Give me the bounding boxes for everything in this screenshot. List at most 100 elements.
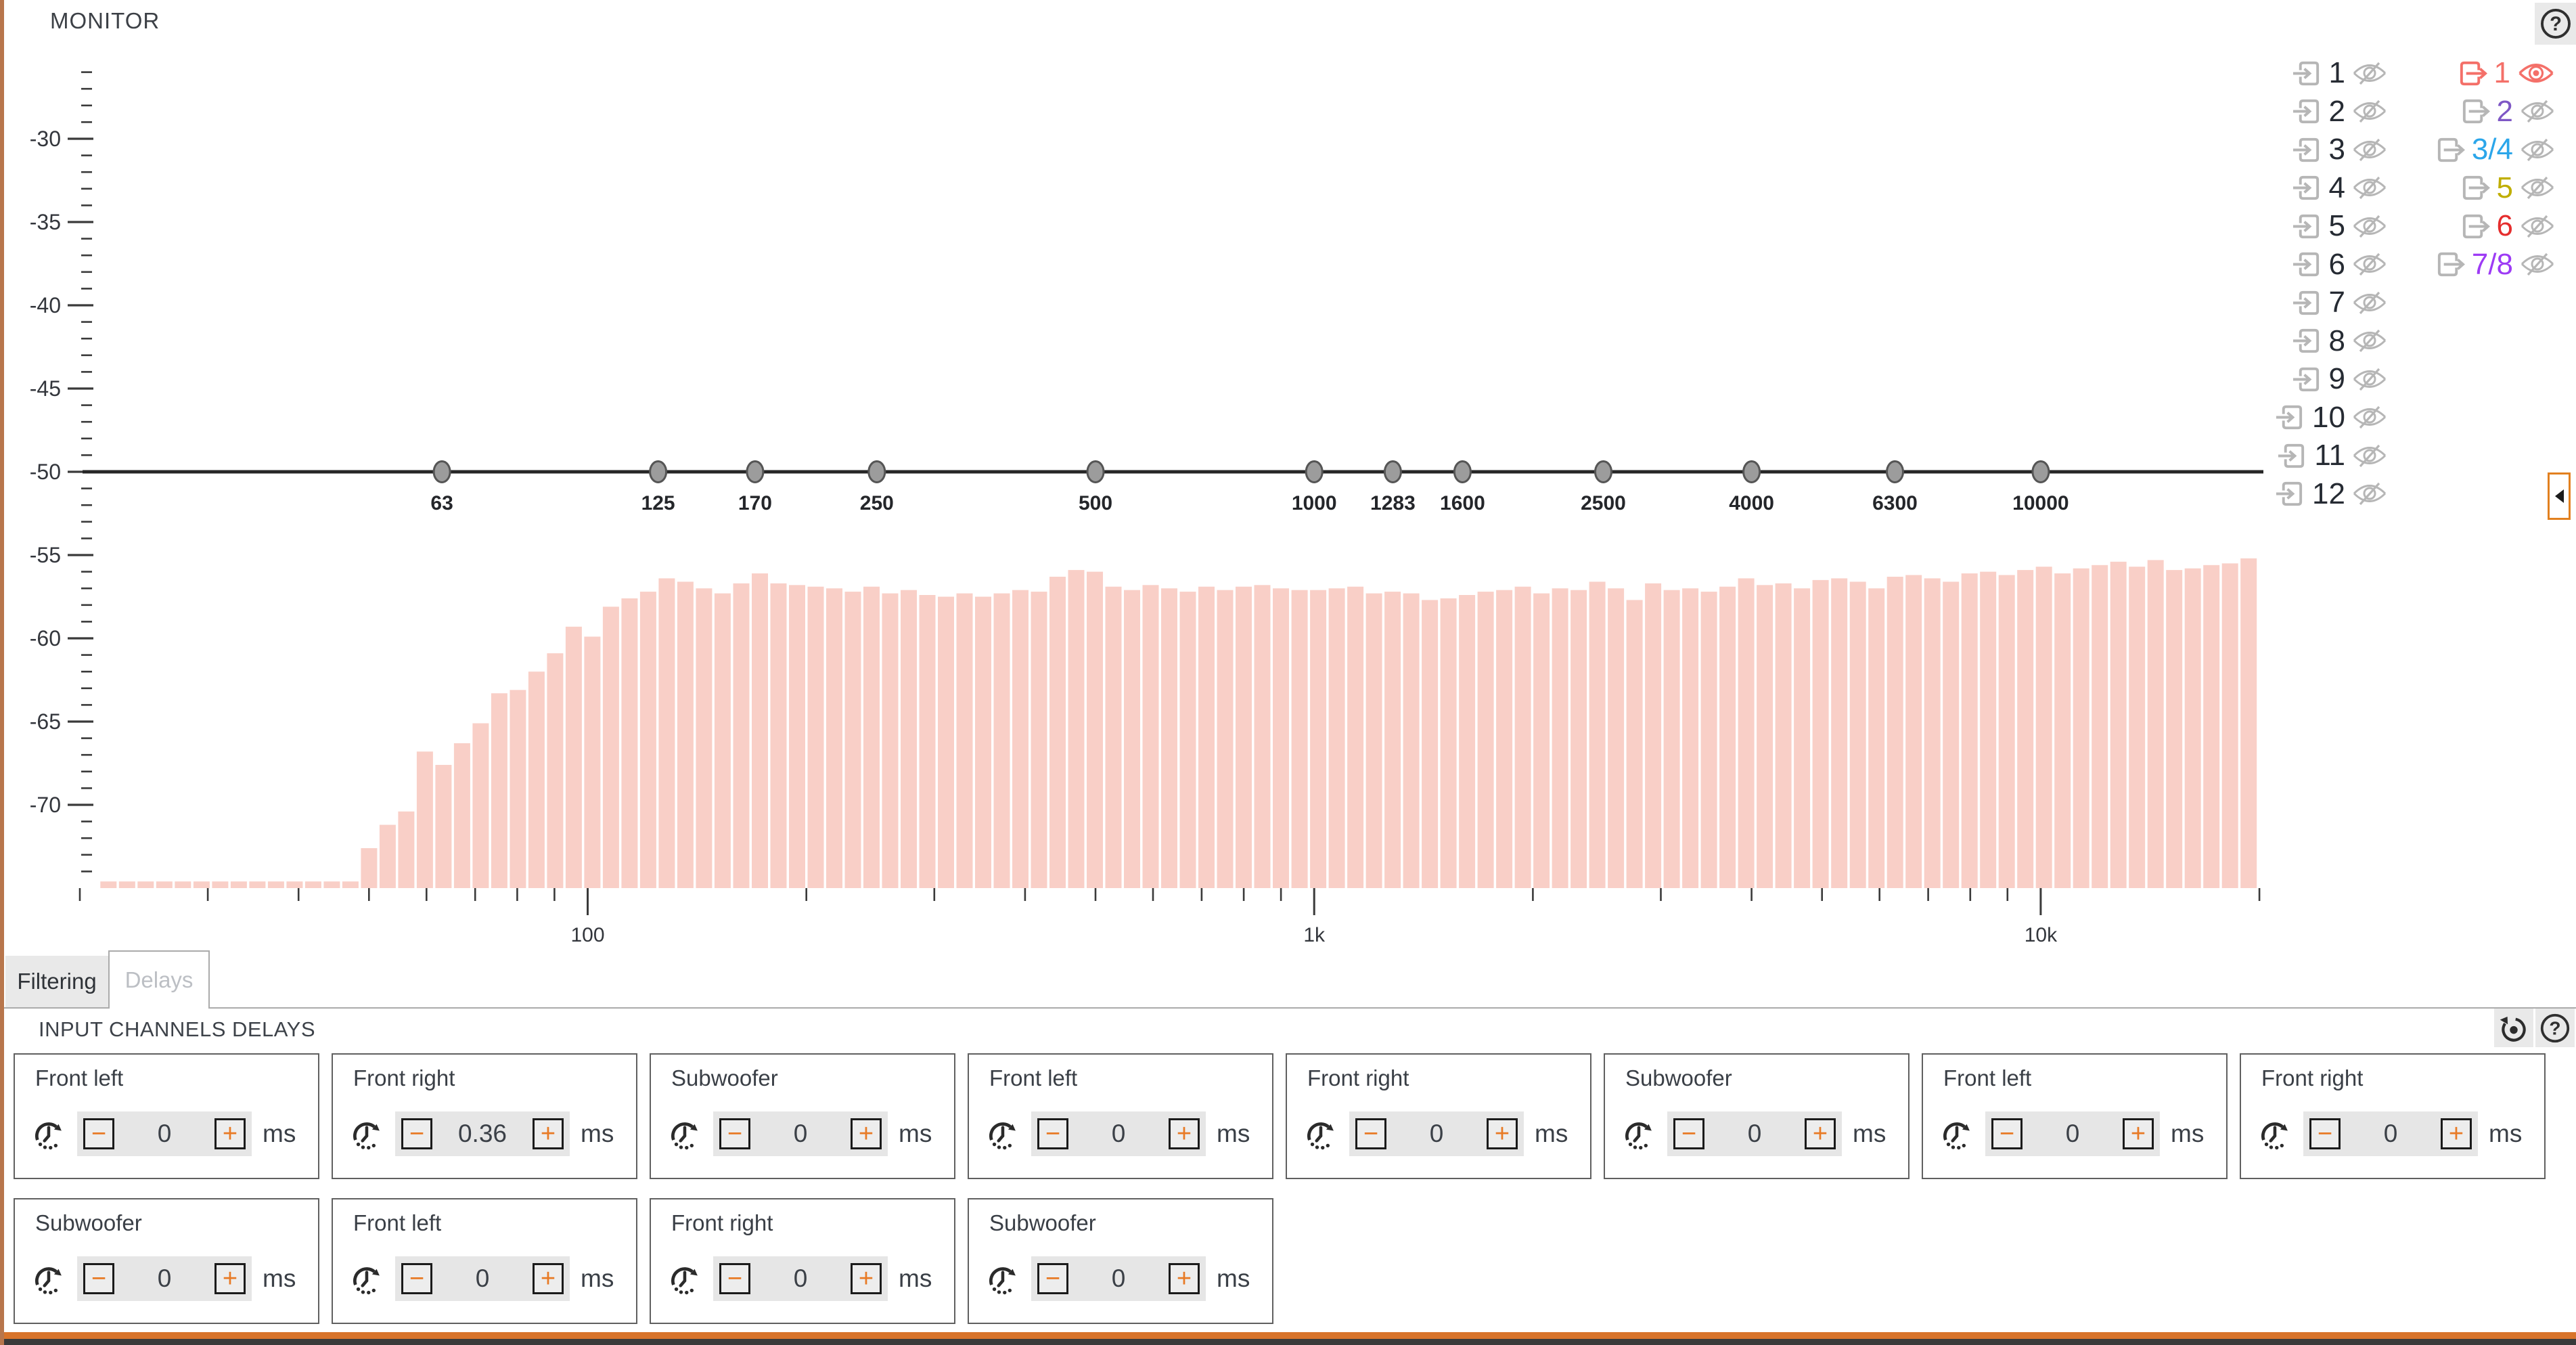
output-channel-row[interactable]: 5 [2396,169,2555,208]
visibility-off-icon[interactable] [2520,252,2555,277]
input-channel-row[interactable]: 2 [2269,93,2387,131]
channel-output-icon[interactable] [2435,135,2465,165]
decrease-delay-button[interactable]: − [1037,1263,1068,1294]
input-channel-row[interactable]: 12 [2269,475,2387,514]
input-channel-row[interactable]: 10 [2269,399,2387,437]
channel-input-icon[interactable] [2292,211,2322,242]
output-channel-row[interactable]: 7/8 [2396,246,2555,284]
input-channel-row[interactable]: 6 [2269,246,2387,284]
decrease-delay-button[interactable]: − [1355,1118,1386,1149]
help-icon: ? [2540,1013,2570,1042]
eq-handle-170[interactable] [746,460,765,483]
decrease-delay-button[interactable]: − [83,1118,114,1149]
eq-handle-2500[interactable] [1594,460,1612,483]
output-channel-row[interactable]: 1 [2396,54,2555,93]
input-channel-row[interactable]: 1 [2269,54,2387,93]
input-channel-row[interactable]: 4 [2269,169,2387,208]
eq-handle-1600[interactable] [1453,460,1472,483]
visibility-off-icon[interactable] [2520,175,2555,200]
decrease-delay-button[interactable]: − [1991,1118,2023,1149]
output-channel-row[interactable]: 6 [2396,207,2555,246]
decrease-delay-button[interactable]: − [401,1118,432,1149]
visibility-off-icon[interactable] [2352,405,2387,430]
channel-input-icon[interactable] [2292,364,2322,395]
visibility-off-icon[interactable] [2352,61,2387,86]
tab-delays[interactable]: Delays [108,950,210,1009]
channel-output-icon[interactable] [2435,249,2465,280]
channel-input-icon[interactable] [2292,326,2322,356]
collapse-panel-button[interactable] [2548,472,2571,520]
visibility-off-icon[interactable] [2352,481,2387,506]
visibility-off-icon[interactable] [2520,99,2555,124]
decrease-delay-button[interactable]: − [2309,1118,2341,1149]
eq-handle-63[interactable] [432,460,451,483]
eq-handle-1000[interactable] [1305,460,1324,483]
increase-delay-button[interactable]: + [214,1263,246,1294]
input-channel-row[interactable]: 7 [2269,284,2387,322]
eq-handle-125[interactable] [649,460,668,483]
visibility-off-icon[interactable] [2520,137,2555,162]
eq-handle-250[interactable] [867,460,886,483]
increase-delay-button[interactable]: + [2123,1118,2154,1149]
input-channel-row[interactable]: 9 [2269,360,2387,399]
eq-handle-6300[interactable] [1886,460,1904,483]
reset-delays-button[interactable] [2494,1009,2533,1047]
channel-input-icon[interactable] [2277,441,2307,471]
increase-delay-button[interactable]: + [2441,1118,2472,1149]
increase-delay-button[interactable]: + [1487,1118,1518,1149]
channel-input-icon[interactable] [2292,135,2322,165]
delay-controls: − 0 + ms [30,1256,296,1301]
visibility-off-icon[interactable] [2520,214,2555,239]
increase-delay-button[interactable]: + [1169,1263,1200,1294]
decrease-delay-button[interactable]: − [1037,1118,1068,1149]
increase-delay-button[interactable]: + [214,1118,246,1149]
visibility-off-icon[interactable] [2352,214,2387,239]
visibility-off-icon[interactable] [2352,367,2387,392]
input-channel-row[interactable]: 8 [2269,322,2387,361]
monitor-help-button[interactable]: ? [2535,3,2576,45]
eq-handle-500[interactable] [1086,460,1105,483]
channel-input-icon[interactable] [2292,96,2322,127]
eq-handle-1283[interactable] [1383,460,1402,483]
visibility-off-icon[interactable] [2352,137,2387,162]
input-channel-row[interactable]: 11 [2269,437,2387,475]
decrease-delay-button[interactable]: − [401,1263,432,1294]
increase-delay-button[interactable]: + [851,1263,882,1294]
visibility-off-icon[interactable] [2352,328,2387,353]
channel-input-icon[interactable] [2292,249,2322,280]
decrease-delay-button[interactable]: − [719,1263,750,1294]
channel-output-icon[interactable] [2457,58,2487,89]
channel-input-icon[interactable] [2275,402,2305,433]
channel-output-icon[interactable] [2460,211,2490,242]
eq-handle-4000[interactable] [1742,460,1761,483]
increase-delay-button[interactable]: + [1805,1118,1836,1149]
channel-input-icon[interactable] [2292,58,2322,89]
visibility-off-icon[interactable] [2352,175,2387,200]
visibility-off-icon[interactable] [2352,252,2387,277]
increase-delay-button[interactable]: + [533,1118,564,1149]
decrease-delay-button[interactable]: − [719,1118,750,1149]
visibility-on-icon[interactable] [2517,60,2555,86]
channel-output-icon[interactable] [2460,173,2490,203]
delays-help-button[interactable]: ? [2535,1009,2575,1047]
output-channel-row[interactable]: 3/4 [2396,131,2555,169]
increase-delay-button[interactable]: + [851,1118,882,1149]
visibility-off-icon[interactable] [2352,443,2387,468]
eq-handle-10000[interactable] [2031,460,2050,483]
input-channel-row[interactable]: 3 [2269,131,2387,169]
output-channel-row[interactable]: 2 [2396,93,2555,131]
channel-output-icon[interactable] [2460,96,2490,127]
visibility-off-icon[interactable] [2352,99,2387,124]
channel-input-icon[interactable] [2292,288,2322,318]
increase-delay-button[interactable]: + [533,1263,564,1294]
input-channel-row[interactable]: 5 [2269,207,2387,246]
visibility-off-icon[interactable] [2352,290,2387,315]
tab-filtering[interactable]: Filtering [5,956,108,1007]
decrease-delay-button[interactable]: − [1673,1118,1704,1149]
decrease-delay-button[interactable]: − [83,1263,114,1294]
spectrum-bar [1589,581,1606,888]
channel-input-icon[interactable] [2275,479,2305,509]
channel-input-icon[interactable] [2292,173,2322,203]
increase-delay-button[interactable]: + [1169,1118,1200,1149]
